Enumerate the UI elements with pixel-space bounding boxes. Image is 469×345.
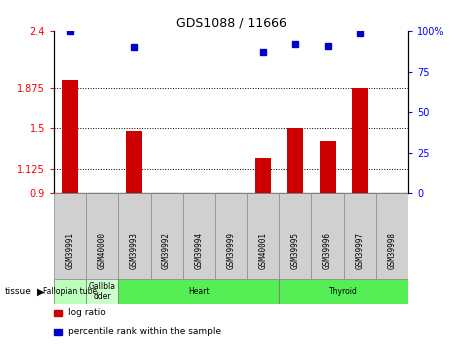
Bar — [215, 193, 247, 279]
Bar — [352, 88, 368, 193]
Bar — [118, 193, 151, 279]
Bar — [279, 193, 311, 279]
Bar — [54, 279, 86, 304]
Text: GSM39998: GSM39998 — [387, 232, 396, 269]
Text: log ratio: log ratio — [68, 308, 106, 317]
Text: percentile rank within the sample: percentile rank within the sample — [68, 327, 221, 336]
Text: GSM39992: GSM39992 — [162, 232, 171, 269]
Text: GSM39996: GSM39996 — [323, 232, 332, 269]
Bar — [287, 128, 303, 193]
Bar — [279, 279, 408, 304]
Bar — [54, 193, 86, 279]
Bar — [376, 193, 408, 279]
Bar — [247, 193, 279, 279]
Text: Gallbla
dder: Gallbla dder — [89, 282, 116, 301]
Text: GSM39997: GSM39997 — [355, 232, 364, 269]
Bar — [319, 141, 336, 193]
Text: GSM39993: GSM39993 — [130, 232, 139, 269]
Text: GSM39999: GSM39999 — [227, 232, 235, 269]
Bar — [86, 193, 118, 279]
Text: GSM39991: GSM39991 — [66, 232, 75, 269]
Bar — [62, 80, 78, 193]
Bar — [255, 158, 271, 193]
Title: GDS1088 / 11666: GDS1088 / 11666 — [175, 17, 287, 30]
Text: Heart: Heart — [188, 287, 210, 296]
Bar — [183, 193, 215, 279]
Text: GSM40000: GSM40000 — [98, 232, 107, 269]
Bar — [86, 279, 118, 304]
Bar — [151, 193, 183, 279]
Text: Thyroid: Thyroid — [329, 287, 358, 296]
Text: Fallopian tube: Fallopian tube — [43, 287, 97, 296]
Bar — [126, 130, 143, 193]
Bar — [344, 193, 376, 279]
Bar — [311, 193, 344, 279]
Text: GSM39994: GSM39994 — [194, 232, 203, 269]
Bar — [118, 279, 279, 304]
Text: ▶: ▶ — [37, 287, 44, 296]
Text: GSM40001: GSM40001 — [259, 232, 268, 269]
Text: tissue: tissue — [5, 287, 31, 296]
Text: GSM39995: GSM39995 — [291, 232, 300, 269]
